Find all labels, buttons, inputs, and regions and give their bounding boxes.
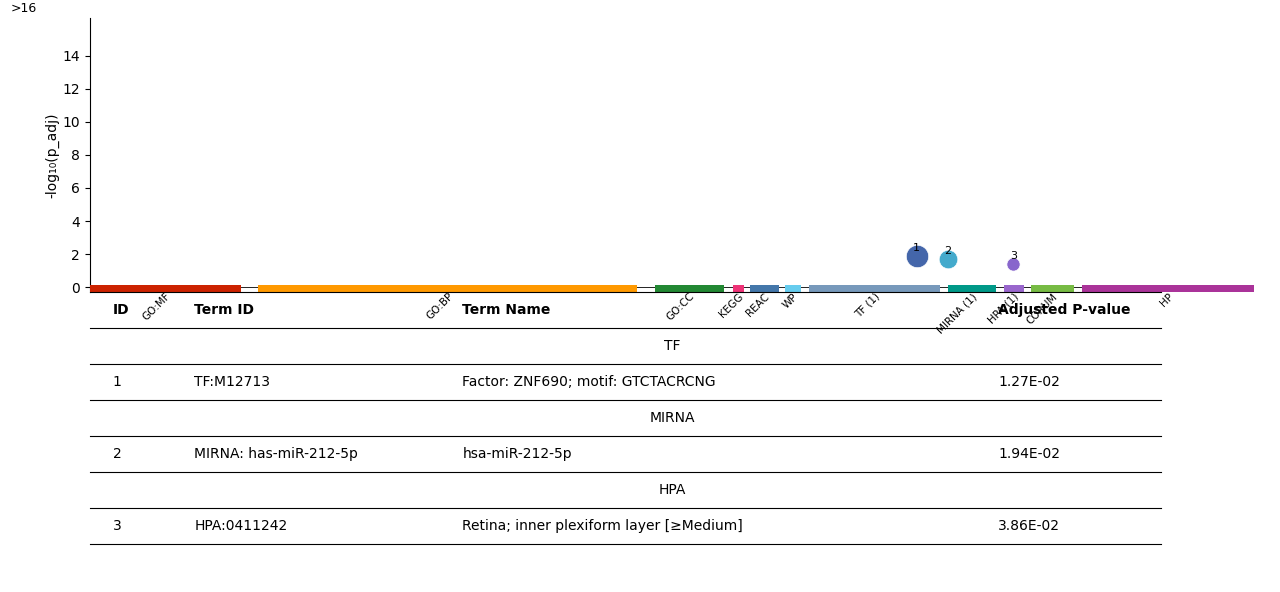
Text: HPA: HPA [658, 483, 686, 497]
Point [1004, 259, 1024, 269]
Text: 2: 2 [113, 447, 122, 461]
Text: MIRNA: MIRNA [649, 411, 695, 425]
Point [906, 251, 927, 260]
Text: Factor: ZNF690; motif: GTCTACRCNG: Factor: ZNF690; motif: GTCTACRCNG [462, 375, 716, 389]
Text: HPA (1): HPA (1) [987, 291, 1021, 326]
Text: GO:BP: GO:BP [424, 291, 454, 322]
Text: 1: 1 [113, 375, 122, 389]
Text: HP: HP [1158, 291, 1175, 308]
Text: 3.86E-02: 3.86E-02 [998, 519, 1060, 533]
Text: 3: 3 [113, 519, 122, 533]
Text: 1.94E-02: 1.94E-02 [998, 447, 1060, 461]
Text: TF:M12713: TF:M12713 [195, 375, 270, 389]
Text: REAC: REAC [745, 291, 772, 318]
Text: TF: TF [664, 339, 680, 353]
Text: Retina; inner plexiform layer [≥Medium]: Retina; inner plexiform layer [≥Medium] [462, 519, 744, 533]
Text: Term ID: Term ID [195, 303, 255, 317]
Text: MIRNA (1): MIRNA (1) [936, 291, 979, 335]
Bar [809, 285, 940, 294]
Text: GO:MF: GO:MF [141, 291, 173, 323]
Bar [654, 285, 724, 294]
Bar [750, 285, 780, 294]
Bar [1082, 285, 1254, 294]
Bar [90, 285, 241, 294]
Bar [259, 285, 637, 294]
Bar [1004, 285, 1024, 294]
Text: WP: WP [782, 291, 800, 310]
Text: ID: ID [113, 303, 129, 317]
Text: 2: 2 [945, 246, 951, 256]
Text: 3: 3 [1010, 251, 1016, 261]
Text: CORUM: CORUM [1025, 291, 1060, 326]
Text: MIRNA: has-miR-212-5p: MIRNA: has-miR-212-5p [195, 447, 358, 461]
Text: 1: 1 [913, 243, 920, 253]
Text: TF (1): TF (1) [854, 291, 882, 320]
Text: Adjusted P-value: Adjusted P-value [998, 303, 1130, 317]
Bar [785, 285, 801, 294]
Bar [948, 285, 996, 294]
Point [938, 254, 959, 263]
Text: hsa-miR-212-5p: hsa-miR-212-5p [462, 447, 572, 461]
Y-axis label: -log₁₀(p_adj): -log₁₀(p_adj) [45, 112, 59, 198]
Bar [732, 285, 744, 294]
Text: 1.27E-02: 1.27E-02 [998, 375, 1060, 389]
Text: >16: >16 [10, 2, 37, 15]
Text: GO:CC: GO:CC [666, 291, 696, 323]
Bar [1030, 285, 1074, 294]
Text: HPA:0411242: HPA:0411242 [195, 519, 288, 533]
Text: KEGG: KEGG [718, 291, 745, 319]
Text: Term Name: Term Name [462, 303, 550, 317]
